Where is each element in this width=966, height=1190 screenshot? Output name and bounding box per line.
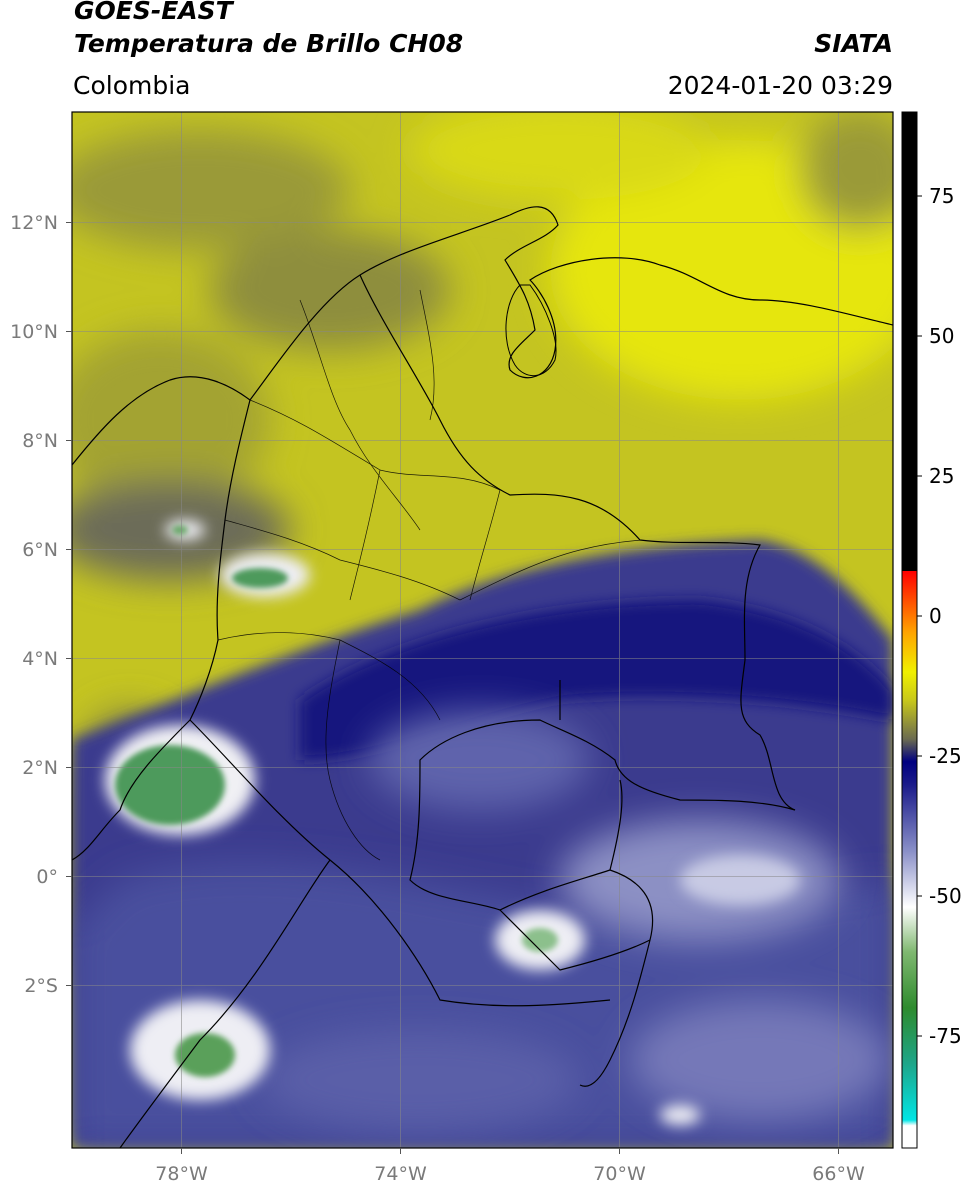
colorbar-tick-label: -25 xyxy=(929,744,962,768)
lake-maracaibo xyxy=(505,284,557,377)
product-title: Temperatura de Brillo CH08 xyxy=(74,29,464,58)
lon-tick-label: 78°W xyxy=(155,1163,208,1185)
graticule xyxy=(72,112,893,1148)
lat-tick-label: 4°N xyxy=(22,648,58,670)
region-label: Colombia xyxy=(73,71,191,100)
colorbar-tick-label: 25 xyxy=(929,464,954,488)
lat-tick-label: 8°N xyxy=(22,430,58,452)
lat-tick-label: 0° xyxy=(36,866,58,888)
colorbar-tick-label: 75 xyxy=(929,184,954,208)
lat-tick-label: 12°N xyxy=(10,212,58,234)
satellite-title: GOES-EAST xyxy=(74,0,233,25)
colorbar-tick-label: -75 xyxy=(929,1024,962,1048)
colorbar-tick-label: -50 xyxy=(929,884,962,908)
lat-tick-label: 6°N xyxy=(22,539,58,561)
colorbar-ticks xyxy=(917,195,922,1037)
colorbar-tick-label: 50 xyxy=(929,324,954,348)
lat-tick-label: 2°S xyxy=(24,975,58,997)
datetime-label: 2024-01-20 03:29 xyxy=(667,71,893,100)
lon-tick-label: 74°W xyxy=(374,1163,427,1185)
department-borders xyxy=(217,289,643,861)
lon-tick-label: 66°W xyxy=(812,1163,865,1185)
brand-label: SIATA xyxy=(814,29,893,58)
lat-tick-label: 2°N xyxy=(22,757,58,779)
map-frame xyxy=(71,111,894,1149)
axis-ticks xyxy=(66,222,839,1154)
lon-tick-label: 70°W xyxy=(593,1163,646,1185)
colorbar-tick-label: 0 xyxy=(929,604,942,628)
lat-tick-label: 10°N xyxy=(10,321,58,343)
country-borders xyxy=(72,206,893,1148)
colorbar xyxy=(901,111,918,1149)
brightness-temperature-field xyxy=(72,112,893,1148)
